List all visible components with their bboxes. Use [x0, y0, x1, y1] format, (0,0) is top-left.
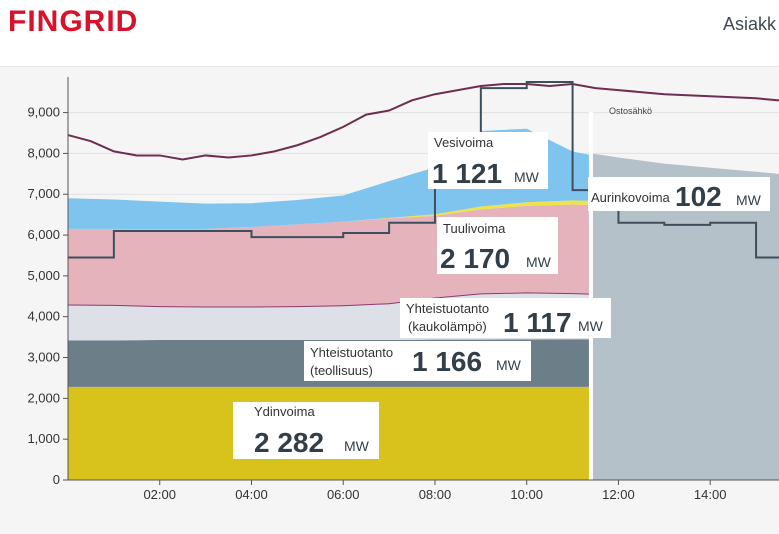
value-labels: Vesivoima 1 121 MW Tuulivoima 2 170 MW A…: [233, 106, 770, 459]
kaukolampo-value: 1 117: [503, 307, 572, 338]
axes: 0 1,000 2,000 3,000 4,000 5,000 6,000 7,000 8,00…: [27, 77, 779, 502]
tuulivoima-name: Tuulivoima: [443, 221, 506, 236]
x-tick-label: 08:00: [419, 487, 452, 502]
kaukolampo-name-line2: (kaukolämpö): [408, 319, 487, 334]
site-header: FINGRID Asiakk: [0, 0, 779, 67]
y-tick-label: 6,000: [27, 227, 60, 242]
kaukolampo-name-line1: Yhteistuotanto: [406, 301, 489, 316]
x-tick-label: 14:00: [694, 487, 727, 502]
label-ydinvoima: Ydinvoima 2 282 MW: [233, 402, 379, 459]
vesivoima-unit: MW: [514, 169, 540, 185]
ostosahko-line: [68, 80, 779, 259]
power-production-chart: 0 1,000 2,000 3,000 4,000 5,000 6,000 7,000 8,00…: [27, 77, 779, 502]
label-box-vesivoima: [428, 132, 548, 189]
x-tick-label: 02:00: [143, 487, 176, 502]
label-box-ydinvoima: [233, 402, 379, 459]
nav-link-asiakkaat[interactable]: Asiakk: [723, 14, 777, 34]
tuulivoima-value: 2 170: [440, 243, 510, 274]
vesivoima-value: 1 121: [432, 158, 502, 189]
x-tick-label: 10:00: [510, 487, 543, 502]
ydinvoima-value: 2 282: [254, 427, 324, 458]
y-tick-label: 1,000: [27, 431, 60, 446]
consumption-line: [67, 82, 779, 161]
label-vesivoima: Vesivoima 1 121 MW: [428, 132, 548, 189]
label-box-kaukolampo: [400, 298, 611, 338]
x-tick-label: 04:00: [235, 487, 268, 502]
area-aurinkovoima: [68, 200, 591, 230]
label-box-tuulivoima: [437, 217, 558, 274]
label-box-aurinkovoima: [588, 177, 770, 211]
y-tick-label: 5,000: [27, 268, 60, 283]
aurinkovoima-unit: MW: [736, 192, 762, 208]
ostosahko-label: Ostosähkö: [609, 106, 652, 116]
y-tick-label: 9,000: [27, 105, 60, 120]
x-tick-label: 06:00: [327, 487, 360, 502]
aurinkovoima-value: 102: [675, 181, 722, 212]
teollisuus-name-line2: (teollisuus): [310, 363, 373, 378]
lines: [67, 80, 779, 259]
label-tuulivoima: Tuulivoima 2 170 MW: [437, 217, 558, 274]
chart-area: 0 1,000 2,000 3,000 4,000 5,000 6,000 7,000 8,00…: [0, 67, 779, 534]
teollisuus-name-line1: Yhteistuotanto: [310, 345, 393, 360]
teollisuus-value: 1 166: [412, 346, 482, 377]
y-tick-label: 3,000: [27, 350, 60, 365]
y-tick-label: 8,000: [27, 145, 60, 160]
label-aurinkovoima: Aurinkovoima 102 MW: [588, 177, 770, 212]
aurinkovoima-name: Aurinkovoima: [591, 190, 671, 205]
y-tick-label: 4,000: [27, 309, 60, 324]
ydinvoima-unit: MW: [344, 438, 370, 454]
label-teollisuus: Yhteistuotanto (teollisuus) 1 166 MW: [304, 341, 531, 381]
x-tick-label: 12:00: [602, 487, 635, 502]
tuulivoima-unit: MW: [526, 254, 552, 270]
teollisuus-unit: MW: [496, 357, 522, 373]
forecast-area-fill: [590, 153, 779, 480]
ydinvoima-name: Ydinvoima: [254, 404, 315, 419]
forecast-area: [590, 153, 779, 480]
y-tick-label: 2,000: [27, 390, 60, 405]
label-box-teollisuus: [304, 341, 531, 381]
vesivoima-name: Vesivoima: [434, 135, 494, 150]
fingrid-logo[interactable]: FINGRID: [8, 5, 139, 38]
y-tick-label: 7,000: [27, 186, 60, 201]
y-tick-label: 0: [53, 472, 60, 487]
kaukolampo-unit: MW: [578, 318, 604, 334]
label-kaukolampo: Yhteistuotanto (kaukolämpö) 1 117 MW: [400, 298, 611, 338]
